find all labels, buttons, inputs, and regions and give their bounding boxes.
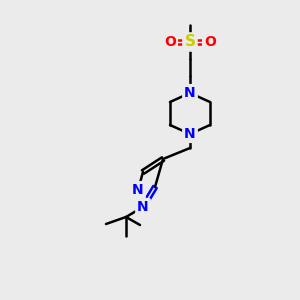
Text: N: N [132,183,144,197]
Text: O: O [204,35,216,49]
Text: O: O [164,35,176,49]
Text: N: N [184,86,196,100]
Text: N: N [137,200,149,214]
Text: S: S [184,34,196,50]
Text: N: N [184,127,196,141]
